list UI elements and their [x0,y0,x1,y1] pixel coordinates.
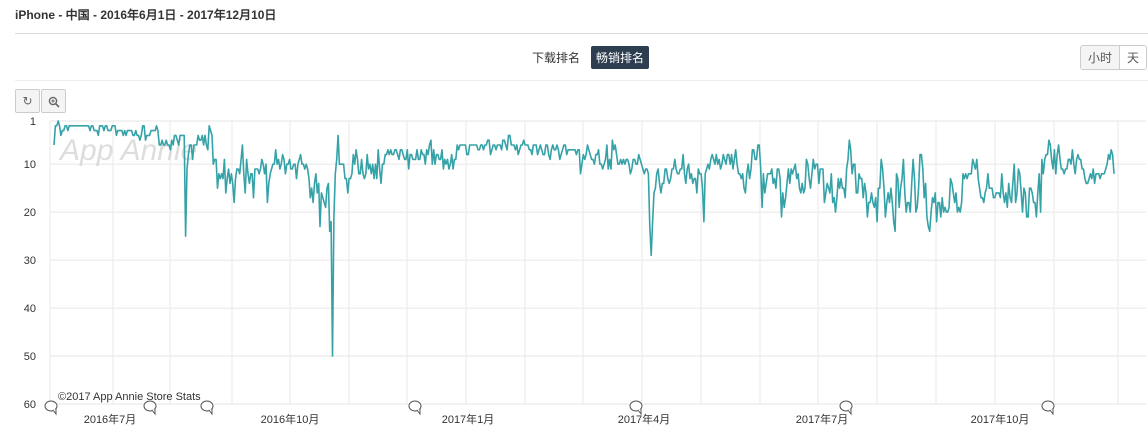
page-title: iPhone - 中国 - 2016年6月1日 - 2017年12月10日 [15,8,277,22]
tab-grossing-rank[interactable]: 畅销排名 [591,46,650,69]
rank-type-tabs: 下载排名 畅销排名 [527,46,650,69]
chart-credit: ©2017 App Annie Store Stats [58,391,201,403]
x-tick-label: 2017年7月 [796,412,849,426]
divider [15,33,1148,34]
event-marker-icon[interactable] [200,400,214,416]
event-marker-icon[interactable] [143,400,157,416]
y-axis: 1 10 20 30 40 50 60 [24,116,36,411]
event-marker-icon[interactable] [408,400,422,416]
series-line [53,120,1115,357]
y-tick-label: 10 [24,159,36,171]
x-axis: 2016年7月 2016年10月 2017年1月 2017年4月 2017年7月 2017… [84,412,1030,426]
zoom-in-button[interactable] [41,89,66,113]
x-tick-label: 2017年4月 [618,412,671,426]
x-tick-label: 2016年10月 [261,412,320,426]
event-marker-icon[interactable] [1041,400,1055,416]
zoom-in-icon [48,94,60,108]
x-tick-label: 2016年7月 [84,412,137,426]
event-marker-icon[interactable] [44,400,58,416]
x-tick-label: 2017年10月 [971,412,1030,426]
y-tick-label: 1 [30,116,36,128]
event-marker-icon[interactable] [629,400,643,416]
y-tick-label: 50 [24,351,36,363]
y-tick-label: 60 [24,399,36,411]
tab-download-rank[interactable]: 下载排名 [532,51,581,65]
reset-zoom-button[interactable]: ↻ [15,89,40,113]
chart-grid [49,120,1146,405]
granularity-hourly-button[interactable]: 小时 [1080,46,1119,69]
granularity-daily-button[interactable]: 天 [1118,46,1146,69]
y-tick-label: 40 [24,303,36,315]
y-tick-label: 30 [24,255,36,267]
reset-zoom-icon: ↻ [22,94,33,108]
event-marker-icon[interactable] [839,400,853,416]
event-markers [44,400,1055,416]
y-tick-label: 20 [24,207,36,219]
granularity-toggle: 小时 天 [1079,45,1147,70]
x-tick-label: 2017年1月 [442,412,495,426]
divider [15,80,1148,81]
